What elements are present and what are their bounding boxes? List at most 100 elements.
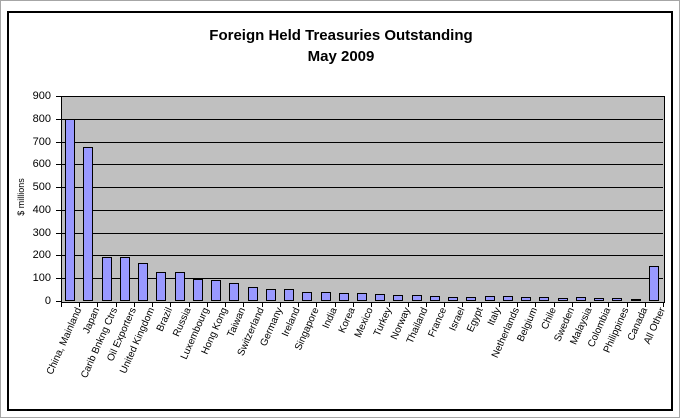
y-tick-200 [56, 255, 61, 257]
bar-chile [539, 297, 550, 301]
gridline-100 [61, 278, 663, 280]
bar-philippines [612, 298, 623, 301]
gridline-400 [61, 209, 663, 211]
x-tick-19 [407, 302, 409, 307]
x-tick-33 [663, 302, 664, 307]
bar-france [429, 296, 440, 301]
x-tick-21 [444, 302, 446, 307]
y-axis-label-800: 800 [32, 112, 51, 125]
x-tick-25 [517, 302, 519, 307]
y-axis-title: $ millions [16, 178, 26, 216]
y-axis-label-700: 700 [32, 135, 51, 148]
bar-luxembourg [192, 279, 203, 301]
bar-norway [393, 295, 404, 301]
bar-ireland [284, 289, 295, 301]
x-tick-8 [206, 302, 208, 307]
x-tick-17 [371, 302, 373, 307]
y-axis-label-500: 500 [32, 181, 51, 194]
bar-turkey [375, 294, 386, 301]
x-tick-9 [225, 302, 227, 307]
bar-korea [338, 293, 349, 301]
x-tick-6 [170, 302, 172, 307]
bar-netherlands [502, 296, 513, 301]
y-axis-label-0: 0 [44, 295, 51, 307]
x-tick-30 [608, 302, 610, 307]
x-tick-23 [480, 302, 482, 307]
bar-malaysia [575, 297, 586, 301]
x-tick-2 [97, 302, 99, 307]
x-tick-26 [535, 302, 537, 307]
x-tick-12 [279, 302, 281, 307]
bar-belgium [521, 297, 532, 301]
bar-taiwan [229, 283, 240, 301]
y-axis-label-900: 900 [32, 90, 51, 102]
x-tick-10 [243, 302, 245, 307]
y-axis-label-200: 200 [32, 249, 51, 262]
x-tick-18 [389, 302, 391, 307]
bar-mexico [357, 293, 367, 301]
y-axis-label-400: 400 [32, 203, 51, 216]
x-tick-22 [462, 302, 464, 307]
bar-oil-exporters [119, 257, 130, 301]
y-axis-label-100: 100 [32, 272, 51, 285]
chart-title: Foreign Held Treasuries Outstanding May … [1, 25, 679, 67]
bar-germany [265, 289, 276, 301]
y-tick-400 [56, 209, 61, 211]
x-tick-1 [79, 302, 81, 307]
bar-singapore [302, 292, 313, 301]
x-tick-5 [152, 302, 154, 307]
y-tick-700 [56, 141, 61, 143]
bar-russia [174, 272, 185, 301]
bar-all-other [648, 266, 659, 301]
bar-brazil [156, 272, 167, 301]
chart-title-line2: May 2009 [307, 48, 375, 65]
bar-japan [83, 147, 94, 301]
y-tick-800 [56, 118, 61, 120]
chart-title-line1: Foreign Held Treasuries Outstanding [209, 27, 473, 44]
x-tick-13 [298, 302, 300, 307]
bar-united-kingdom [138, 263, 149, 301]
y-tick-0 [56, 301, 61, 302]
gridline-800 [61, 118, 663, 120]
y-tick-600 [56, 164, 61, 166]
bar-hong-kong [211, 280, 222, 301]
gridline-500 [61, 187, 663, 189]
y-tick-300 [56, 232, 61, 234]
bar-thailand [411, 295, 422, 301]
x-tick-4 [133, 302, 135, 307]
y-tick-500 [56, 187, 61, 189]
bar-sweden [557, 298, 568, 301]
y-tick-900 [56, 96, 61, 97]
x-tick-14 [316, 302, 318, 307]
bar-switzerland [247, 287, 258, 301]
y-axis-label-300: 300 [32, 226, 51, 239]
x-tick-27 [553, 302, 555, 307]
x-tick-28 [571, 302, 573, 307]
y-tick-100 [56, 278, 61, 280]
x-tick-29 [590, 302, 592, 307]
bar-china-mainland [65, 119, 76, 301]
bar-carib-bnkng-ctrs [101, 257, 112, 301]
bar-egypt [466, 297, 477, 301]
x-tick-7 [188, 302, 190, 307]
gridline-600 [61, 164, 663, 166]
x-tick-24 [498, 302, 500, 307]
x-tick-11 [261, 302, 263, 307]
gridline-200 [61, 255, 663, 257]
x-tick-15 [334, 302, 336, 307]
bar-canada [630, 299, 641, 301]
x-tick-20 [425, 302, 427, 307]
x-tick-0 [61, 302, 62, 307]
gridline-700 [61, 141, 663, 143]
bar-italy [484, 296, 495, 301]
bar-india [320, 292, 331, 301]
gridline-300 [61, 232, 663, 234]
bar-israel [448, 297, 459, 301]
bar-colombia [594, 298, 605, 301]
x-tick-31 [626, 302, 628, 307]
x-tick-32 [644, 302, 646, 307]
x-tick-3 [115, 302, 117, 307]
plot-area [61, 96, 665, 303]
x-tick-16 [352, 302, 354, 307]
